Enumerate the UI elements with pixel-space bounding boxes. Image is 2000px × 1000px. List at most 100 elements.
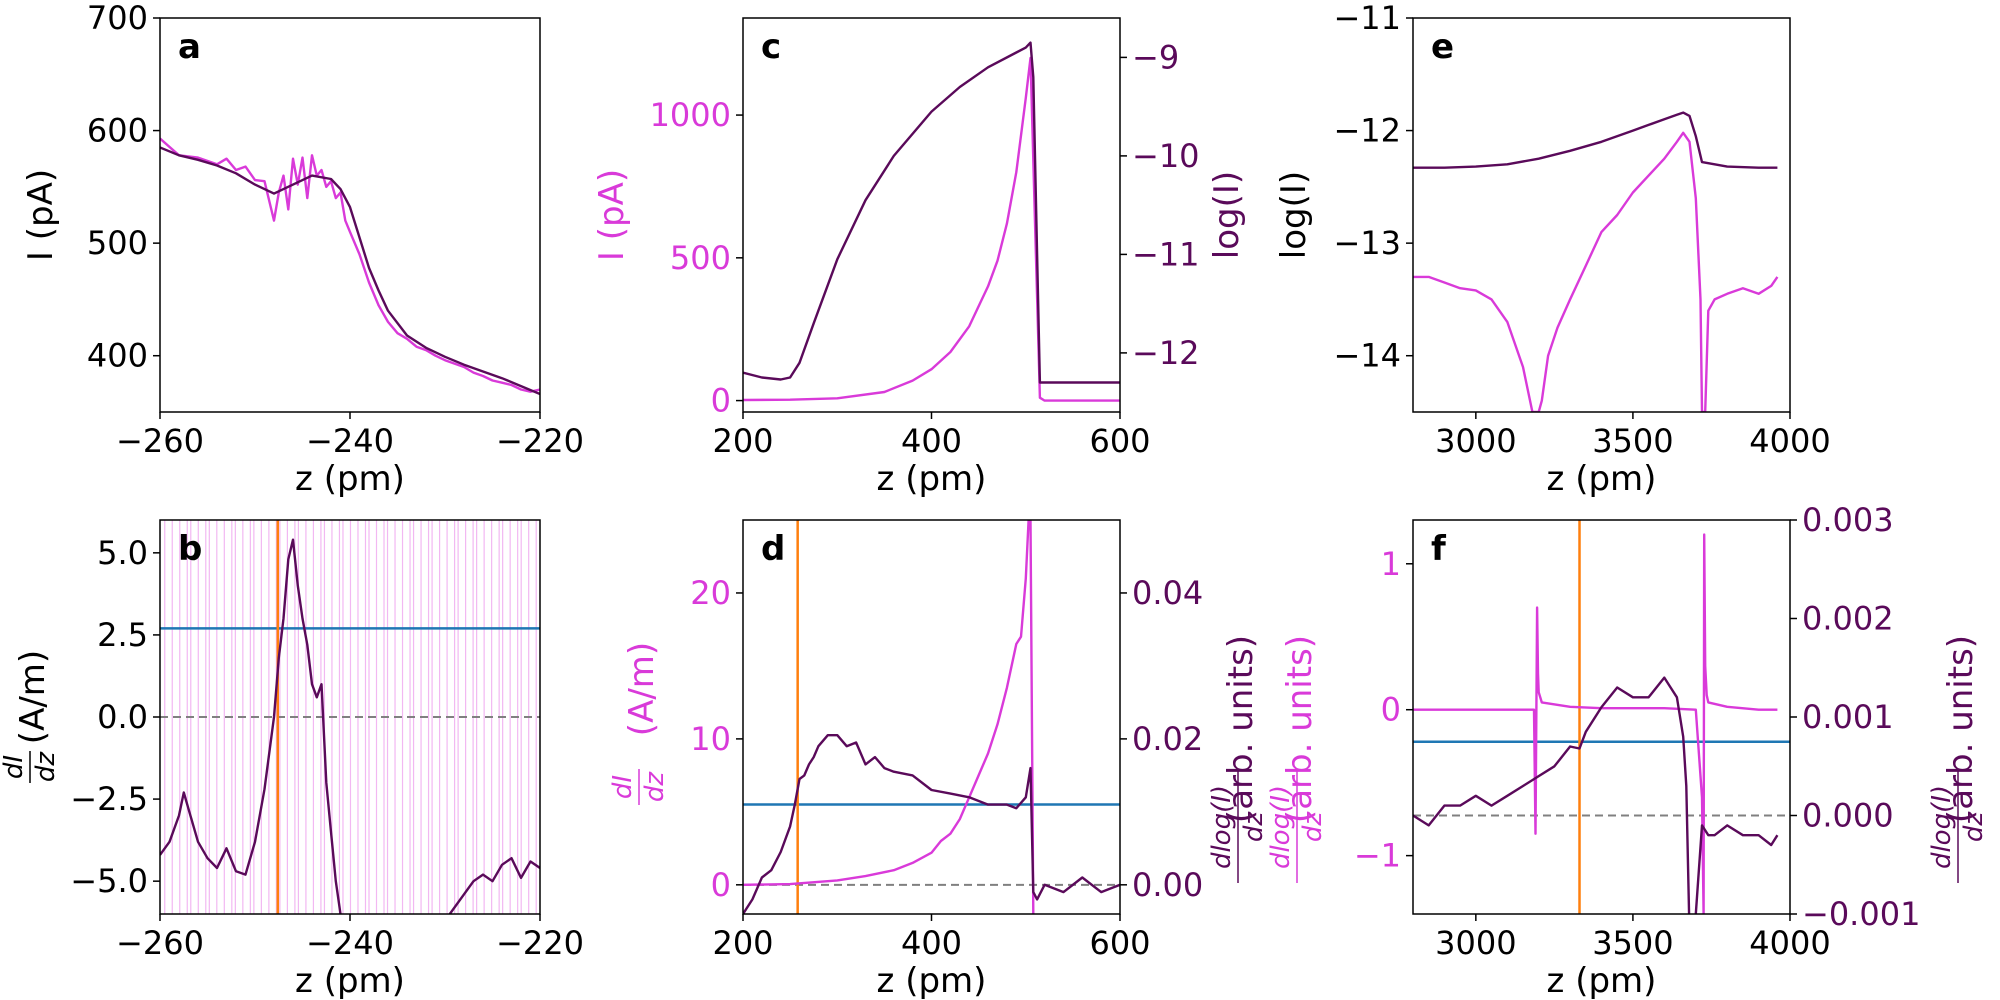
series-line-raw <box>160 137 540 393</box>
panel-letter: b <box>178 529 202 569</box>
y2-axis-label: log(I) <box>1207 171 1247 259</box>
x-tick-label: −260 <box>116 422 204 460</box>
plot-area-e <box>1413 111 1779 412</box>
x-tick-label: −220 <box>496 422 584 460</box>
y2-tick-label: 0.000 <box>1802 797 1894 835</box>
y-tick-label: 10 <box>690 720 731 758</box>
y2-tick-label: −12 <box>1132 334 1200 372</box>
y-tick-label: 0.0 <box>97 698 148 736</box>
panel-letter: d <box>761 529 785 569</box>
series-line-i <box>743 56 1120 402</box>
y2-tick-label: 0.00 <box>1132 866 1203 904</box>
y-tick-label: −5.0 <box>70 862 148 900</box>
y-axis-label: I (pA) <box>592 169 632 261</box>
series-line-log-i-top- <box>1413 111 1778 169</box>
x-tick-label: 400 <box>901 924 962 962</box>
y-tick-label: 500 <box>670 239 731 277</box>
axes-frame <box>1412 17 1791 413</box>
y-tick-label: −14 <box>1333 337 1401 375</box>
x-tick-label: −240 <box>306 422 394 460</box>
x-axis-label: z (pm) <box>877 961 987 1000</box>
plot-area-a <box>160 137 540 396</box>
y-tick-label: 2.5 <box>97 616 148 654</box>
y2-axis-label-numerator: dlog(I) <box>1207 785 1237 869</box>
x-tick-label: 600 <box>1089 924 1150 962</box>
plot-area-b <box>160 520 540 914</box>
y-axis-label-denominator: dz <box>31 751 61 783</box>
y-tick-label: 400 <box>87 337 148 375</box>
series-line-smoothed <box>160 146 540 396</box>
y-tick-label: 1000 <box>650 96 731 134</box>
x-tick-label: 3000 <box>1435 422 1516 460</box>
y-tick-label: −1 <box>1354 837 1401 875</box>
x-tick-label: 3000 <box>1435 924 1516 962</box>
x-axis-label: z (pm) <box>1547 459 1657 499</box>
y-tick-label: 700 <box>87 0 148 37</box>
y-tick-label: −12 <box>1333 112 1401 150</box>
x-tick-label: 4000 <box>1749 924 1830 962</box>
series-line-log-i- <box>743 41 1120 384</box>
plot-area-d <box>743 520 1120 914</box>
y2-axis-label: dlog(I) dz(arb. units) <box>1207 635 1269 883</box>
y-axis-label-units: (A/m) <box>13 650 53 744</box>
y2-axis-label: dlog(I) dz(arb. units) <box>1927 635 1989 883</box>
y-tick-label: 600 <box>87 112 148 150</box>
y2-axis-label-denominator: dz <box>1239 811 1269 843</box>
y2-tick-label: 0.002 <box>1802 600 1894 638</box>
y-tick-label: −13 <box>1333 224 1401 262</box>
x-tick-label: 200 <box>712 422 773 460</box>
panel-letter: a <box>178 27 201 67</box>
y-tick-label: 5.0 <box>97 534 148 572</box>
y-tick-label: −11 <box>1333 0 1401 37</box>
y-axis-label: dI dz (A/m) <box>608 642 670 805</box>
background-vertical-lines <box>164 520 537 914</box>
series-line-dlog-i-dz <box>1413 676 1779 914</box>
series-line-dlog-i-dz <box>743 734 1120 914</box>
y2-tick-label: −10 <box>1132 137 1200 175</box>
y-tick-label: 0 <box>711 866 731 904</box>
y-axis-label-units: (A/m) <box>622 642 662 736</box>
y-tick-label: −2.5 <box>70 780 148 818</box>
y-axis-label-numerator: dI <box>608 775 638 799</box>
panel-a: −260 −240 −220 z (pm) 400 500 600 700 a I (pA) <box>21 0 584 499</box>
series-line-di-dz <box>160 538 342 914</box>
plot-area-c <box>743 41 1120 402</box>
plot-area-f <box>1413 520 1790 914</box>
y-axis-label: log(I) <box>1274 171 1314 259</box>
axes-frame <box>742 17 1121 413</box>
y-tick-label: 1 <box>1381 545 1401 583</box>
panel-letter: c <box>761 27 781 67</box>
y-axis-label: dlog(I) dz(arb. units) <box>1266 635 1328 883</box>
y-tick-label: 0 <box>1381 691 1401 729</box>
y-axis-label: I (pA) <box>21 169 61 261</box>
y2-tick-label: 0.003 <box>1802 501 1894 539</box>
panel-letter: f <box>1431 529 1447 569</box>
x-tick-label: 3500 <box>1592 422 1673 460</box>
x-tick-label: 3500 <box>1592 924 1673 962</box>
axes-frame <box>159 17 541 413</box>
y-axis-label: dI dz (A/m) <box>0 650 61 783</box>
y-axis-label-denominator: dz <box>1298 811 1328 843</box>
y-tick-label: 20 <box>690 574 731 612</box>
y2-tick-label: −9 <box>1132 38 1179 76</box>
panel-c: 200 400 600 z (pm) 0 500 1000 −12 −11 −10 −9 c I (pA… <box>592 17 1247 499</box>
panel-f: 3000 3500 4000 z (pm) −1 0 1 −0.001 0.000 0.001 0.… <box>1266 501 1989 1000</box>
y2-axis-label-numerator: dlog(I) <box>1927 785 1957 869</box>
x-tick-label: 4000 <box>1749 422 1830 460</box>
x-tick-label: 200 <box>712 924 773 962</box>
axes-frame <box>742 519 1121 915</box>
series-line-di-dz-tail- <box>448 857 540 914</box>
panel-b: −260 −240 −220 z (pm) −5.0 −2.5 0.0 2.5 5.0 b dI dz… <box>0 519 584 1000</box>
panel-letter: e <box>1431 27 1454 67</box>
y-axis-label-numerator: dlog(I) <box>1266 785 1296 869</box>
series-line-di-dz <box>743 520 1035 914</box>
x-tick-label: 400 <box>901 422 962 460</box>
x-axis-label: z (pm) <box>1547 961 1657 1000</box>
y-tick-label: 500 <box>87 224 148 262</box>
x-tick-label: −260 <box>116 924 204 962</box>
y2-tick-label: −11 <box>1132 235 1200 273</box>
y2-tick-label: 0.02 <box>1132 720 1203 758</box>
panel-e: 3000 3500 4000 z (pm) −14 −13 −12 −11 e log(I) <box>1274 0 1831 499</box>
